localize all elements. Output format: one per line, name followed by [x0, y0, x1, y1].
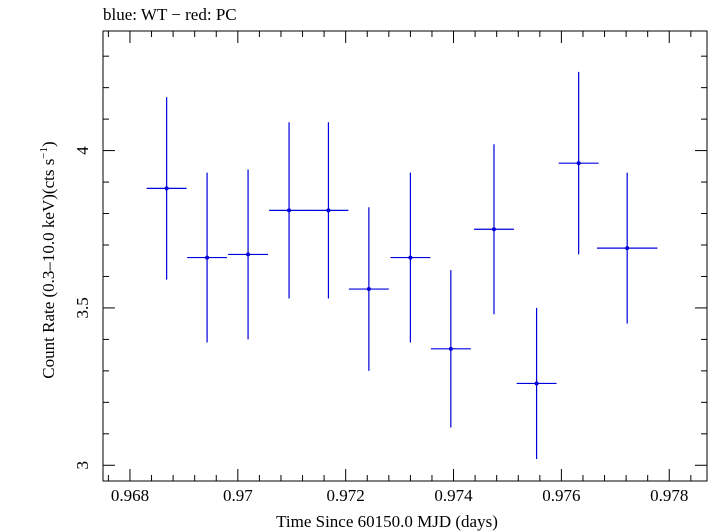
data-point	[269, 122, 310, 299]
data-marker	[534, 381, 539, 386]
y-axis-label-main: Count Rate (0.3–10.0 keV)(cts s	[39, 159, 58, 379]
data-marker	[164, 186, 169, 191]
x-tick-label: 0.974	[434, 486, 473, 505]
x-tick-label: 0.978	[650, 486, 688, 505]
data-series	[146, 71, 658, 459]
x-tick-label: 0.968	[111, 486, 149, 505]
data-marker	[625, 246, 630, 251]
data-point	[348, 207, 389, 371]
data-marker	[246, 252, 251, 257]
data-marker	[576, 161, 581, 166]
data-point	[390, 172, 431, 343]
y-tick-label: 3	[73, 461, 92, 470]
data-point	[146, 97, 187, 280]
y-tick-label: 4	[73, 146, 92, 155]
x-axis: 0.968 0.97 0.972 0.974 0.976 0.978	[107, 31, 692, 505]
x-axis-label: Time Since 60150.0 MJD (days)	[276, 512, 498, 531]
x-tick-label: 0.97	[223, 486, 253, 505]
data-marker	[491, 227, 496, 232]
data-point	[187, 172, 228, 343]
y-axis-label-exponent: −1	[38, 147, 50, 159]
data-marker	[448, 346, 453, 351]
data-marker	[366, 287, 371, 292]
y-tick-label: 3.5	[73, 297, 92, 318]
plot-frame	[102, 30, 708, 482]
data-point	[228, 169, 269, 340]
data-point	[430, 270, 471, 428]
x-tick-label: 0.976	[542, 486, 580, 505]
data-point	[558, 71, 599, 255]
data-marker	[326, 208, 331, 213]
y-axis-label-close: )	[39, 141, 58, 147]
data-marker	[408, 255, 413, 260]
data-marker	[205, 255, 210, 260]
data-point	[474, 144, 514, 315]
y-axis: 33.54	[73, 55, 707, 470]
data-point	[596, 172, 658, 324]
chart-title: blue: WT − red: PC	[103, 5, 237, 24]
data-marker	[287, 208, 292, 213]
y-axis-label: Count Rate (0.3–10.0 keV)(cts s−1)	[38, 141, 58, 378]
x-tick-label: 0.972	[327, 486, 365, 505]
data-point	[308, 122, 349, 299]
data-point	[516, 307, 557, 459]
